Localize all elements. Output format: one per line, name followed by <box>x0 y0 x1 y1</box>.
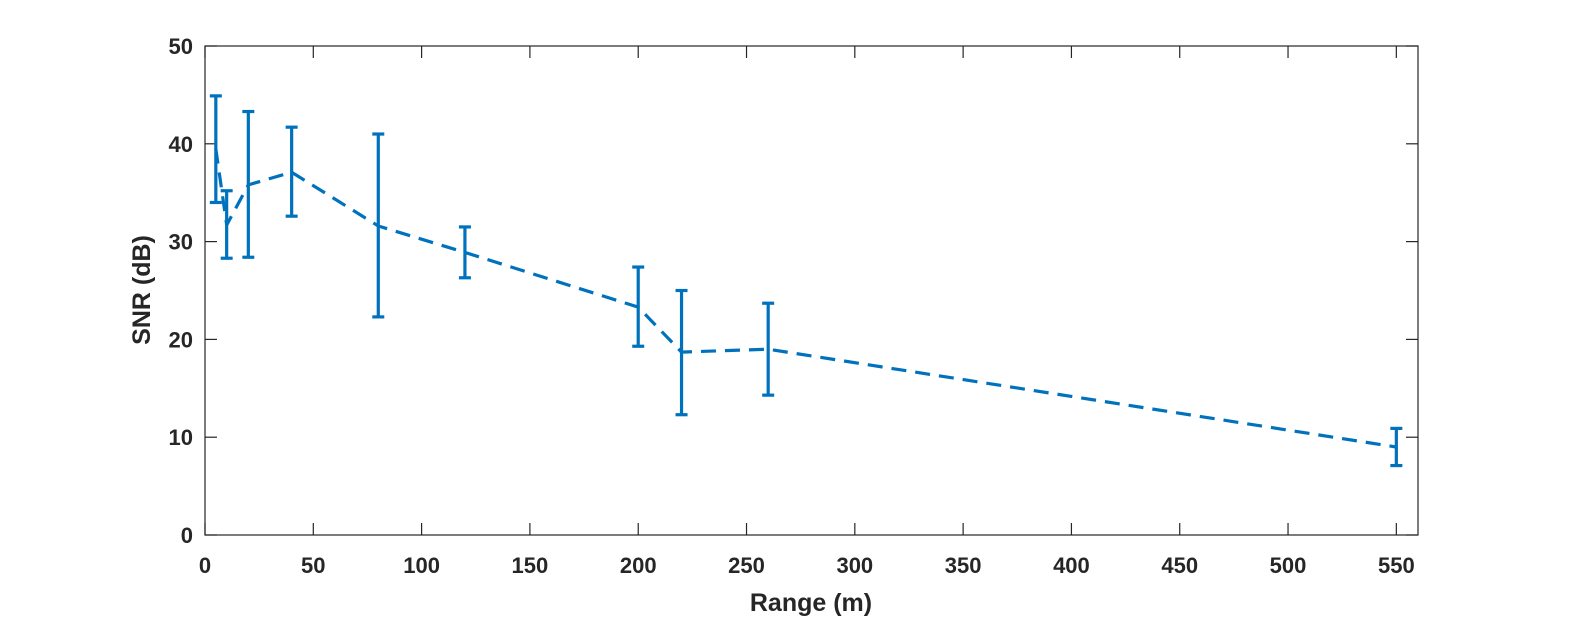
plot-area <box>205 46 1418 535</box>
x-tick-label: 100 <box>403 553 440 578</box>
error-bar <box>285 125 298 218</box>
x-tick-label: 250 <box>728 553 765 578</box>
x-tick-label: 450 <box>1161 553 1198 578</box>
x-tick-label: 500 <box>1270 553 1307 578</box>
x-tick-label: 550 <box>1378 553 1415 578</box>
error-bar <box>372 132 385 319</box>
y-tick-label: 50 <box>169 34 193 59</box>
y-tick-labels: 0 10 20 30 40 50 <box>169 34 193 548</box>
error-bar <box>1390 426 1403 468</box>
y-tick-label: 20 <box>169 327 193 352</box>
x-axis-title: Range (m) <box>750 589 872 617</box>
series-line <box>214 148 1397 449</box>
x-tick-labels: 0 50 100 150 200 250 300 350 400 450 500 550 <box>199 553 1415 578</box>
error-bar <box>242 109 255 259</box>
x-tick-label: 350 <box>945 553 982 578</box>
error-bar <box>458 225 471 280</box>
x-tick-label: 400 <box>1053 553 1090 578</box>
x-tick-label: 50 <box>301 553 325 578</box>
y-tick-label: 30 <box>169 230 193 255</box>
x-tick-label: 0 <box>199 553 211 578</box>
y-tick-label: 0 <box>181 523 193 548</box>
error-bar <box>632 265 645 348</box>
error-bar <box>675 288 688 417</box>
error-bar <box>762 301 775 397</box>
x-tick-label: 200 <box>620 553 657 578</box>
error-bar <box>209 94 222 205</box>
error-bar <box>220 189 233 260</box>
series-group <box>209 94 1403 468</box>
y-tick-label: 10 <box>169 425 193 450</box>
y-tick-label: 40 <box>169 132 193 157</box>
x-tick-label: 300 <box>836 553 873 578</box>
x-tick-label: 150 <box>512 553 549 578</box>
plot-frame <box>204 45 1419 536</box>
y-axis-title: SNR (dB) <box>128 235 156 345</box>
